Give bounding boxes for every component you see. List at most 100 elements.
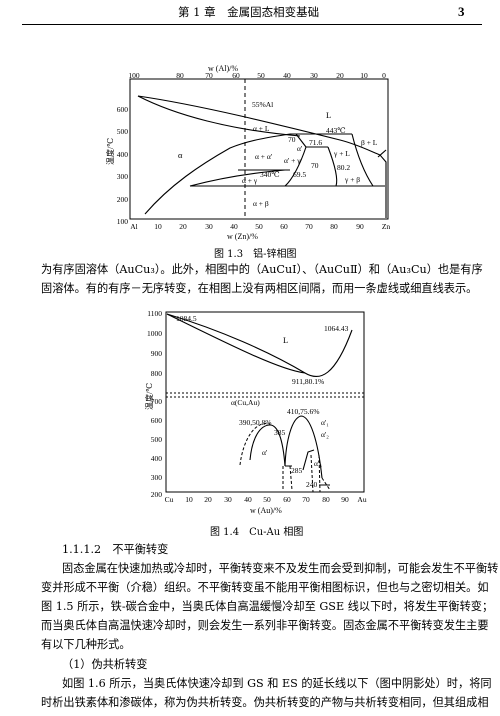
x-tick: 50 (263, 495, 271, 504)
label-alpha-L: α + L (253, 124, 270, 133)
bottom-tick: 60 (280, 222, 288, 231)
figure-1-3-al-zn-diagram: w (Al)/% 100 80 70 60 50 40 30 20 10 0 6… (105, 64, 390, 241)
x-tick: 30 (224, 495, 232, 504)
figure-1-4-cu-au-diagram: 1100 1000 900 800 700 600 500 400 300 20… (144, 309, 367, 515)
y-tick: 300 (151, 473, 163, 482)
y-tick: 600 (151, 416, 163, 425)
section-title: 不平衡转变 (112, 543, 169, 556)
label-802: 80.2 (337, 163, 350, 172)
label-695: 69.5 (293, 170, 306, 179)
label-340: 340℃ (260, 170, 280, 179)
paragraph-line: 固态金属在快速加热或冷却时，平衡转变来不及发生而会受到抑制，可能会发生不平衡转 (62, 562, 499, 575)
label-min: 911,80.1% (292, 377, 324, 386)
paragraph-line: 变并形成不平衡（介稳）组织。不平衡转变虽不能用平衡相图标识，但也与之密切相关。如 (41, 581, 489, 594)
bottom-tick: 10 (154, 222, 162, 231)
top-tick: 40 (283, 71, 291, 80)
paragraph-line: 如图 1.6 所示，当奥氏体快速冷却到 GS 和 ES 的延长线以下（图中阴影处… (62, 677, 492, 690)
top-tick: 50 (257, 71, 265, 80)
label-L: L (283, 335, 288, 345)
label-alpha-beta: α + β (253, 199, 269, 208)
x-tick: 20 (204, 495, 212, 504)
top-axis-label: w (Al)/% (208, 64, 238, 73)
figure-1-3-caption: 图 1.3 铝-锌相图 (214, 249, 297, 260)
x-tick: 70 (302, 495, 310, 504)
label-gamma-L: γ + L (333, 149, 350, 158)
top-tick: 70 (205, 71, 213, 80)
label-gamma-beta: γ + β (344, 175, 360, 184)
label-alpha: α (178, 150, 183, 160)
label-70a: 70 (288, 135, 296, 144)
y-tick: 500 (117, 127, 129, 136)
y-tick-labels: 600 500 400 300 200 100 (117, 105, 129, 226)
bottom-tick-labels: Al 10 20 30 40 50 60 70 80 90 Zn (130, 222, 390, 231)
x-tick: 80 (322, 495, 330, 504)
ordered-domes (249, 415, 323, 479)
bottom-tick: 50 (255, 222, 263, 231)
y-axis-label: 温度/℃ (105, 138, 115, 165)
figure-1-4-caption: 图 1.4 Cu-Au 相图 (210, 527, 304, 538)
x-tick: Cu (165, 495, 174, 504)
section-heading: 1.1.1.2 不平衡转变 (62, 540, 168, 559)
page-number: 3 (458, 4, 465, 19)
bottom-tick: 70 (305, 222, 313, 231)
label-alpha2-gamma: α' + γ (284, 156, 301, 165)
label-10845: 1084.5 (176, 314, 197, 323)
x-tick-labels: Cu 10 20 30 40 50 60 70 80 90 Au (165, 495, 367, 504)
dashed-boundaries (239, 423, 331, 493)
chapter-header: 第 1 章 金属固态相变基础 (178, 5, 320, 19)
label-443: 443℃ (326, 126, 346, 135)
label-alpha-alpha2: α + α' (255, 152, 273, 161)
label-alpha-cuau: α(Cu,Au) (231, 398, 260, 407)
label-70b: 70 (311, 161, 319, 170)
section-number: 1.1.1.2 (62, 543, 102, 556)
label-716: 71.6 (309, 138, 322, 147)
label-alpha2-3: α'₃ (314, 459, 322, 468)
y-tick: 200 (151, 490, 163, 499)
y-tick: 800 (151, 369, 163, 378)
top-tick: 10 (360, 71, 368, 80)
subsection-heading: （1）伪共析转变 (62, 658, 148, 671)
bottom-tick: 80 (330, 222, 338, 231)
bottom-tick: 40 (230, 222, 238, 231)
top-tick: 100 (128, 71, 140, 80)
x-tick: 10 (185, 495, 193, 504)
phase-boundaries (137, 95, 387, 218)
bottom-tick: Al (130, 222, 138, 231)
y-tick: 700 (151, 397, 163, 406)
label-alpha2: α' (262, 448, 268, 457)
top-tick: 80 (176, 71, 184, 80)
bottom-tick: Zn (382, 222, 391, 231)
label-alpha2: α' (297, 144, 303, 153)
liquidus-solidus (166, 313, 353, 377)
paragraph-line: 图 1.5 所示，铁-碳合金中，当奥氏体自高温缓慢冷却至 GSE 线以下时，将发… (41, 600, 494, 613)
label-beta-L: β + L (361, 138, 378, 147)
y-tick: 1100 (147, 309, 162, 318)
top-tick-labels: 100 80 70 60 50 40 30 20 10 0 (128, 71, 386, 80)
y-tick: 900 (151, 349, 163, 358)
x-tick: 60 (283, 495, 291, 504)
y-tick: 500 (151, 435, 163, 444)
paragraph-line: 时析出铁素体和渗碳体，称为伪共析转变。伪共析转变的产物与共析转变相同，但其组成相 (41, 696, 489, 709)
x-tick: 40 (244, 495, 252, 504)
label-4107: 410,75.6% (287, 407, 320, 416)
paragraph-line: 为有序固溶体（AuCu₃）。此外，相图中的（AuCuⅠ）、（AuCuⅡ）和（Au… (41, 263, 483, 276)
label-alpha2-2: α'₂ (321, 430, 329, 439)
label-3905: 390,50.8% (239, 418, 272, 427)
top-tick: 20 (336, 71, 344, 80)
y-tick: 400 (151, 454, 163, 463)
bottom-axis-label: w (Zn)/% (227, 232, 258, 241)
label-240: 240 (306, 480, 318, 489)
label-alpha-gamma: α + γ (242, 176, 258, 185)
y-tick: 1000 (147, 329, 162, 338)
x-axis-label: w (Au)/% (250, 506, 282, 515)
label-285: 285 (291, 466, 303, 475)
label-alpha2-1: α'₁ (321, 418, 329, 427)
y-tick: 100 (117, 217, 129, 226)
paragraph-line: 而当奥氏体自高温快速冷却时，则会发生一系列非平衡转变。固态金属不平衡转变发生主要 (41, 619, 489, 632)
top-tick: 30 (310, 71, 318, 80)
y-axis-label: 温度/℃ (144, 383, 154, 410)
paragraph-line: 固溶体。有的有序－无序转变，在相图上没有两相区间隔，而用一条虚线或细直线表示。 (41, 282, 478, 295)
y-tick: 200 (117, 195, 129, 204)
x-tick: 90 (341, 495, 349, 504)
label-55al: 55%Al (252, 100, 273, 109)
